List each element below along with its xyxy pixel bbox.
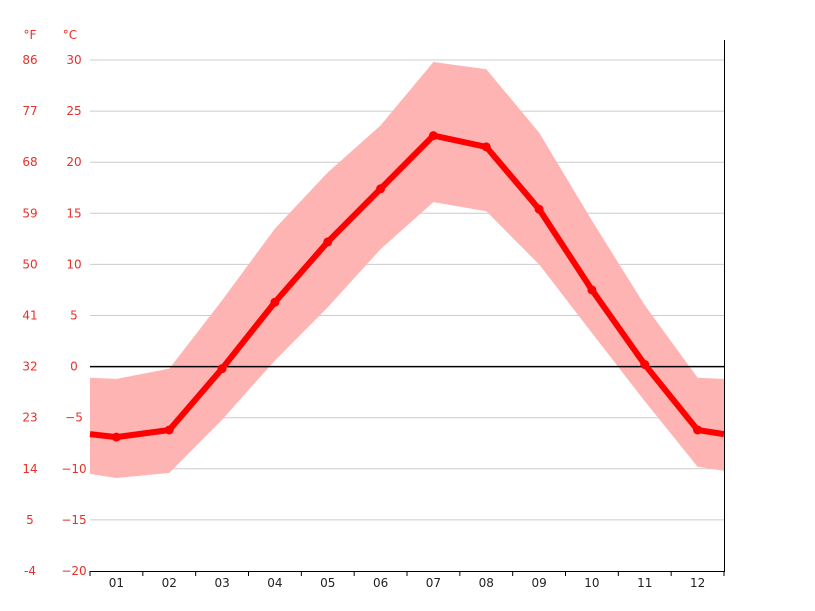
y-tick-celsius: −10 (61, 462, 86, 476)
y-tick-fahrenheit: 68 (22, 155, 37, 169)
x-tick-label: 07 (426, 576, 441, 590)
tick-label-layer: °F °C 86 30 77 25 68 20 59 15 50 10 41 5 32 0 23 −5 14 −1… (22, 28, 705, 590)
temperature-band-layer (90, 62, 724, 478)
mean-temperature-point (111, 432, 121, 442)
y-tick-fahrenheit: 59 (22, 206, 37, 220)
mean-temperature-point (693, 425, 703, 435)
x-tick-label: 05 (320, 576, 335, 590)
y-tick-celsius: 0 (70, 360, 78, 374)
mean-temperature-point (534, 204, 544, 214)
y-tick-fahrenheit: 41 (22, 309, 37, 323)
mean-line-layer (89, 132, 725, 441)
mean-temperature-point (587, 285, 597, 295)
fahrenheit-unit-label: °F (24, 28, 37, 42)
mean-temperature-point (481, 142, 491, 152)
y-tick-celsius: 30 (66, 53, 81, 67)
y-tick-fahrenheit: 23 (22, 411, 37, 425)
y-tick-fahrenheit: 50 (22, 257, 37, 271)
y-tick-celsius: −20 (61, 564, 86, 578)
x-tick-label: 12 (690, 576, 705, 590)
x-tick-label: 06 (373, 576, 388, 590)
y-tick-fahrenheit: 5 (26, 513, 34, 527)
y-tick-celsius: −5 (65, 411, 83, 425)
y-tick-celsius: 20 (66, 155, 81, 169)
celsius-unit-label: °C (63, 28, 77, 42)
mean-temperature-point (323, 237, 333, 247)
temperature-range-band (90, 62, 724, 478)
y-tick-celsius: 10 (66, 257, 81, 271)
mean-point-layer (111, 131, 703, 442)
y-tick-celsius: 15 (66, 206, 81, 220)
mean-temperature-point (376, 184, 386, 194)
x-tick-label: 08 (479, 576, 494, 590)
mean-temperature-line (89, 132, 725, 441)
y-tick-celsius: 5 (70, 309, 78, 323)
y-tick-celsius: −15 (61, 513, 86, 527)
x-tick-label: 09 (531, 576, 546, 590)
mean-temperature-point (640, 360, 650, 370)
x-tick-label: 01 (109, 576, 124, 590)
x-tick-label: 11 (637, 576, 652, 590)
y-tick-fahrenheit: -4 (24, 564, 36, 578)
x-tick-label: 02 (162, 576, 177, 590)
x-tick-label: 10 (584, 576, 599, 590)
x-tick-label: 03 (214, 576, 229, 590)
y-tick-fahrenheit: 77 (22, 104, 37, 118)
mean-temperature-point (428, 131, 438, 141)
mean-temperature-point (270, 297, 280, 307)
mean-temperature-point (217, 364, 227, 374)
mean-temperature-point (164, 425, 174, 435)
x-tick-label: 04 (267, 576, 282, 590)
axis-layer (89, 40, 725, 576)
y-tick-celsius: 25 (66, 104, 81, 118)
y-tick-fahrenheit: 86 (22, 53, 37, 67)
y-tick-fahrenheit: 14 (22, 462, 37, 476)
y-tick-fahrenheit: 32 (22, 360, 37, 374)
